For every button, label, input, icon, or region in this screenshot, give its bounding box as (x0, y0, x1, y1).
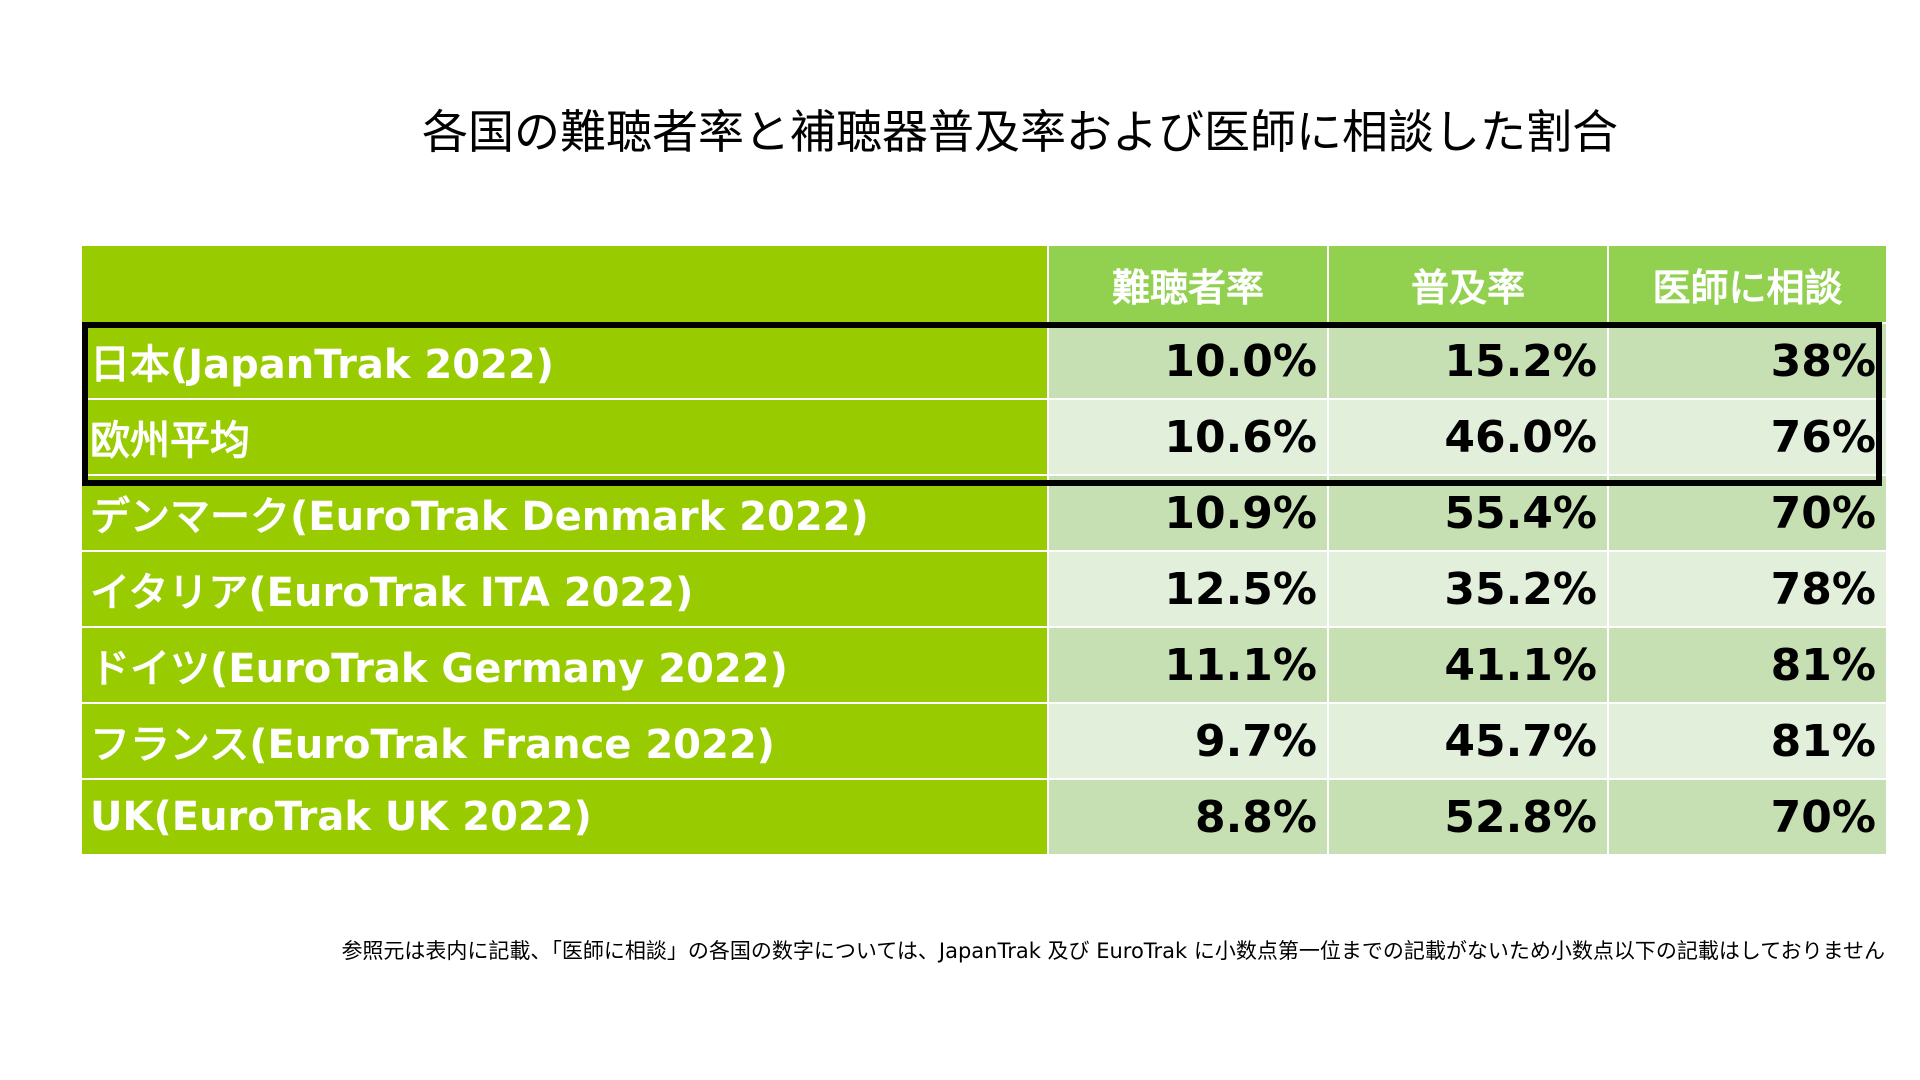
adoption-rate-cell: 46.0% (1327, 398, 1609, 476)
hearing-loss-rate-cell: 10.0% (1047, 322, 1329, 400)
header-country (80, 244, 1049, 324)
table-row: デンマーク(EuroTrak Denmark 2022) 10.9% 55.4%… (80, 474, 1888, 552)
consulted-doctor-cell: 70% (1607, 778, 1888, 856)
adoption-rate-cell: 41.1% (1327, 626, 1609, 704)
table-header-row: 難聴者率 普及率 医師に相談 (80, 244, 1888, 324)
table-row: フランス(EuroTrak France 2022) 9.7% 45.7% 81… (80, 702, 1888, 780)
header-adoption-rate: 普及率 (1327, 244, 1609, 324)
row-name: ドイツ(EuroTrak Germany 2022) (80, 626, 1049, 704)
hearing-loss-rate-cell: 9.7% (1047, 702, 1329, 780)
consulted-doctor-cell: 70% (1607, 474, 1888, 552)
row-name: 日本(JapanTrak 2022) (80, 322, 1049, 400)
hearing-loss-rate-cell: 12.5% (1047, 550, 1329, 628)
hearing-loss-rate-cell: 10.9% (1047, 474, 1329, 552)
adoption-rate-cell: 45.7% (1327, 702, 1609, 780)
hearing-loss-rate-cell: 8.8% (1047, 778, 1329, 856)
adoption-rate-cell: 52.8% (1327, 778, 1609, 856)
row-name: 欧州平均 (80, 398, 1049, 476)
row-name: デンマーク(EuroTrak Denmark 2022) (80, 474, 1049, 552)
header-hearing-loss-rate: 難聴者率 (1047, 244, 1329, 324)
row-name: フランス(EuroTrak France 2022) (80, 702, 1049, 780)
table-row: 欧州平均 10.6% 46.0% 76% (80, 398, 1888, 476)
consulted-doctor-cell: 78% (1607, 550, 1888, 628)
footnote: 参照元は表内に記載、「医師に相談」の各国の数字については、JapanTrak 及… (341, 939, 1885, 963)
table-row: ドイツ(EuroTrak Germany 2022) 11.1% 41.1% 8… (80, 626, 1888, 704)
row-name: UK(EuroTrak UK 2022) (80, 778, 1049, 856)
table-row: イタリア(EuroTrak ITA 2022) 12.5% 35.2% 78% (80, 550, 1888, 628)
page-title: 各国の難聴者率と補聴器普及率および医師に相談した割合 (422, 105, 1618, 159)
comparison-table: 難聴者率 普及率 医師に相談 日本(JapanTrak 2022) 10.0% … (80, 244, 1888, 856)
adoption-rate-cell: 15.2% (1327, 322, 1609, 400)
hearing-loss-rate-cell: 10.6% (1047, 398, 1329, 476)
hearing-loss-rate-cell: 11.1% (1047, 626, 1329, 704)
row-name: イタリア(EuroTrak ITA 2022) (80, 550, 1049, 628)
table-row: 日本(JapanTrak 2022) 10.0% 15.2% 38% (80, 322, 1888, 400)
header-consulted-doctor: 医師に相談 (1607, 244, 1888, 324)
table-row: UK(EuroTrak UK 2022) 8.8% 52.8% 70% (80, 778, 1888, 856)
consulted-doctor-cell: 81% (1607, 626, 1888, 704)
consulted-doctor-cell: 76% (1607, 398, 1888, 476)
consulted-doctor-cell: 81% (1607, 702, 1888, 780)
consulted-doctor-cell: 38% (1607, 322, 1888, 400)
adoption-rate-cell: 35.2% (1327, 550, 1609, 628)
adoption-rate-cell: 55.4% (1327, 474, 1609, 552)
